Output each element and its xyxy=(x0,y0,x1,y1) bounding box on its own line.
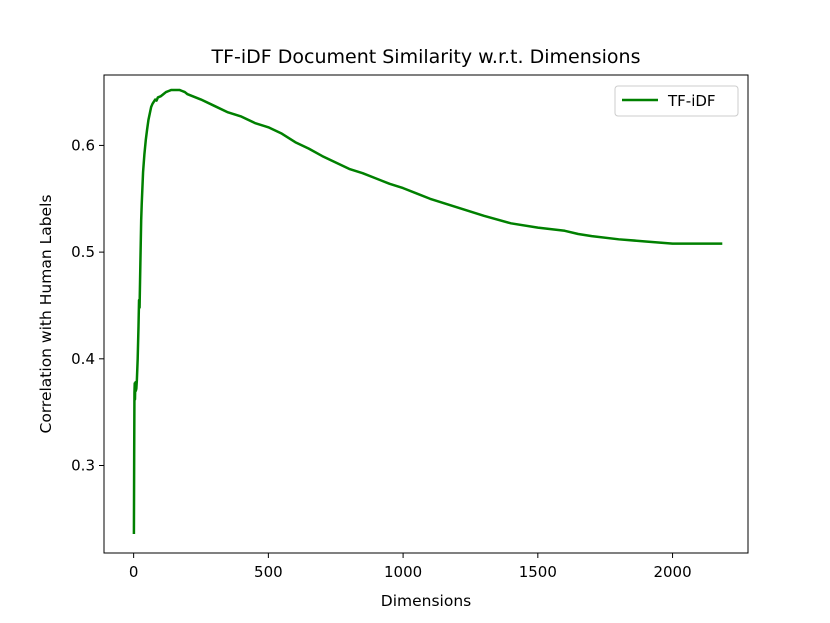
y-tick-label: 0.3 xyxy=(71,457,95,475)
legend-label-tf-idf: TF-iDF xyxy=(667,92,716,110)
x-tick-label: 0 xyxy=(129,563,139,581)
x-axis-label: Dimensions xyxy=(381,592,471,610)
chart-title: TF-iDF Document Similarity w.r.t. Dimens… xyxy=(211,46,641,68)
y-tick-label: 0.6 xyxy=(71,136,95,154)
x-tick-label: 1500 xyxy=(519,563,557,581)
y-axis-label: Correlation with Human Labels xyxy=(37,195,55,434)
x-tick-label: 2000 xyxy=(653,563,691,581)
y-axis-ticks: 0.3 0.4 0.5 0.6 xyxy=(71,136,104,475)
series-layer xyxy=(132,88,723,534)
plot-area-frame xyxy=(103,74,749,554)
y-tick-label: 0.4 xyxy=(71,350,95,368)
y-tick-label: 0.5 xyxy=(71,243,95,261)
legend: TF-iDF xyxy=(614,85,739,117)
series-line-0 xyxy=(132,88,723,534)
plot-area-background xyxy=(104,75,748,553)
x-tick-label: 500 xyxy=(254,563,283,581)
x-tick-label: 1000 xyxy=(384,563,422,581)
x-axis-ticks: 0 500 1000 1500 2000 xyxy=(129,553,692,581)
legend-box xyxy=(614,85,739,117)
